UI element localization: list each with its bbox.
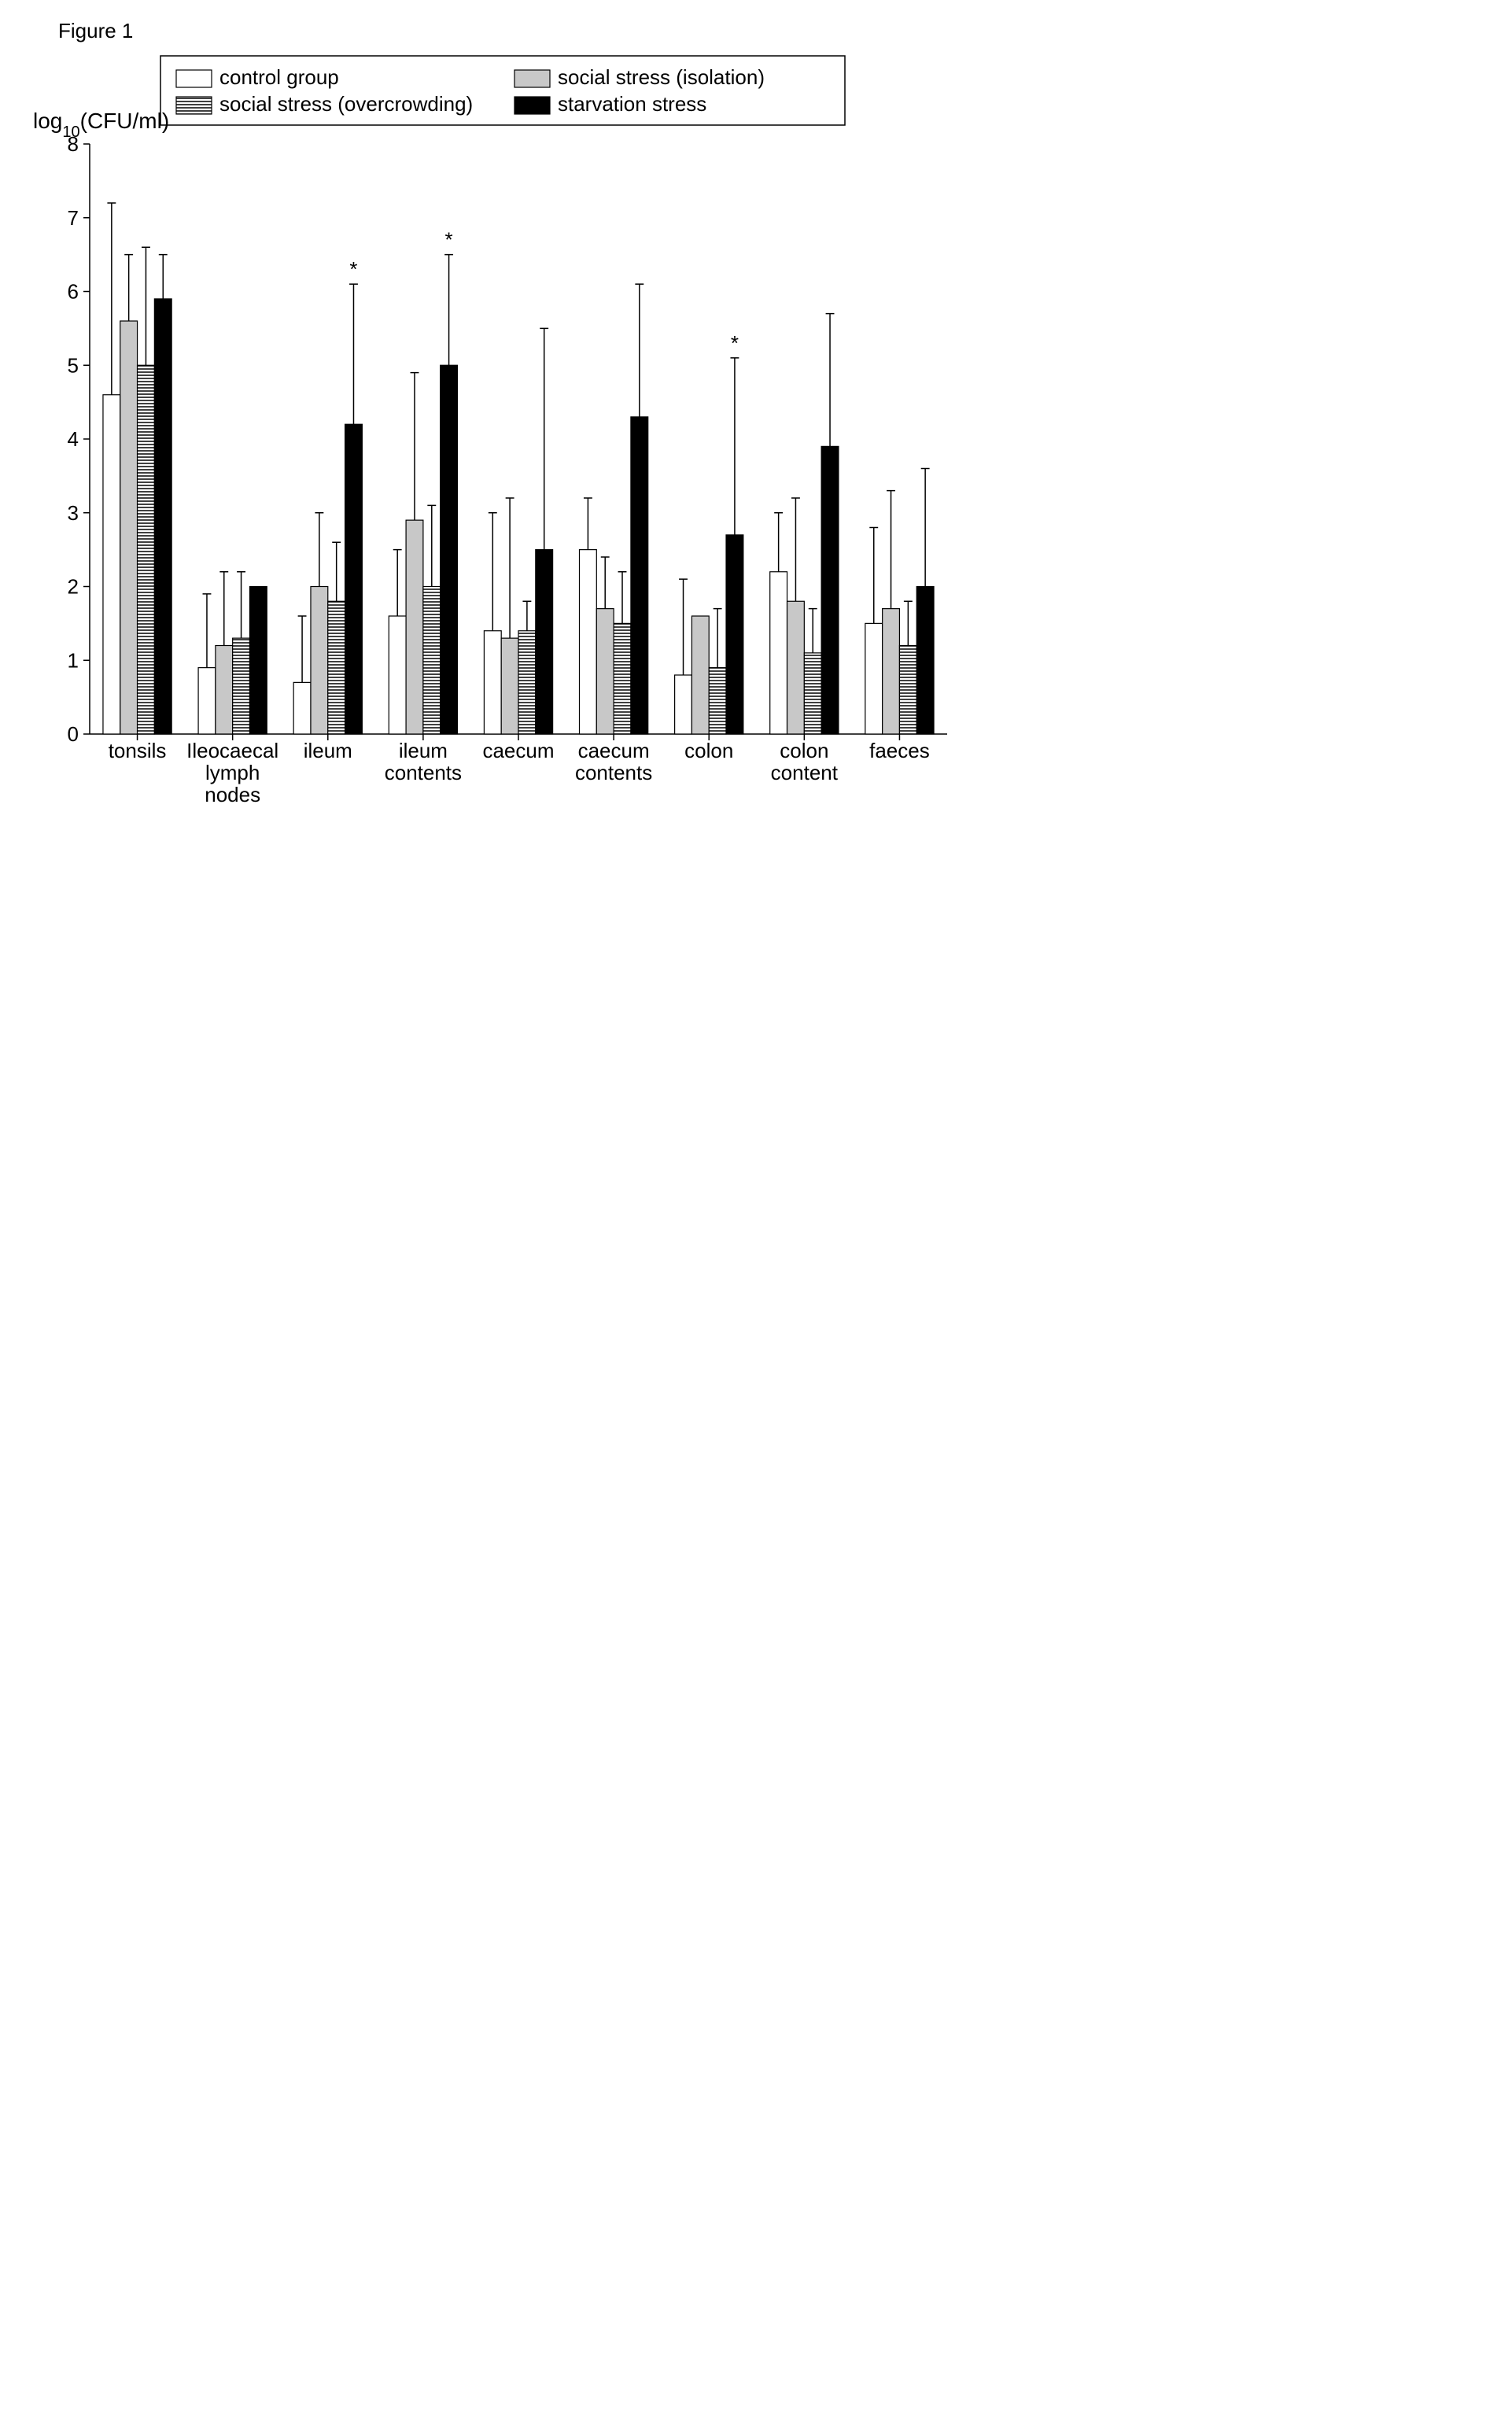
legend-label: starvation stress [558, 92, 706, 116]
category-label: content [771, 761, 839, 784]
y-tick-label: 3 [68, 501, 79, 525]
y-tick-label: 7 [68, 206, 79, 230]
category-label: contents [385, 761, 462, 784]
bar [120, 321, 138, 734]
bar [596, 609, 614, 734]
bar [787, 601, 805, 734]
category-label: colon [780, 739, 828, 762]
y-axis-label: log10(CFU/ml) [33, 109, 169, 141]
category-label: ileum [399, 739, 448, 762]
bar [580, 550, 597, 734]
bar [770, 572, 787, 734]
bar [709, 668, 726, 734]
significance-marker: * [349, 257, 357, 281]
category-label: colon [684, 739, 733, 762]
significance-marker: * [445, 228, 453, 252]
bar [501, 638, 518, 734]
bar [899, 646, 916, 735]
legend-swatch [514, 70, 550, 87]
bar [293, 682, 311, 734]
bar [916, 587, 934, 735]
bar [484, 631, 501, 734]
bar [103, 395, 120, 734]
category-label: ileum [304, 739, 352, 762]
figure-label: Figure 1 [58, 19, 1493, 43]
category-label: nodes [205, 783, 260, 806]
legend-swatch [176, 97, 212, 114]
category-label: caecum [482, 739, 554, 762]
bar [233, 638, 250, 734]
bar-chart: control group social stress (isolation) so… [19, 50, 963, 836]
bar [328, 601, 345, 734]
bar [518, 631, 536, 734]
bar [536, 550, 553, 734]
bar [691, 616, 709, 734]
bar [631, 417, 648, 734]
category-label: lymph [205, 761, 260, 784]
bar [423, 587, 441, 735]
category-label: contents [575, 761, 652, 784]
y-tick-label: 6 [68, 280, 79, 304]
y-tick-label: 5 [68, 353, 79, 377]
y-tick-label: 0 [68, 722, 79, 746]
bar [614, 623, 631, 734]
bar [389, 616, 406, 734]
category-label: faeces [869, 739, 930, 762]
bar [406, 520, 423, 734]
bar [883, 609, 900, 734]
bar [821, 446, 839, 734]
y-tick-label: 2 [68, 575, 79, 599]
y-tick-label: 1 [68, 648, 79, 672]
category-label: tonsils [109, 739, 167, 762]
legend-swatch [514, 97, 550, 114]
legend-swatch [176, 70, 212, 87]
bar [216, 646, 233, 735]
legend-label: control group [219, 65, 339, 89]
bar [311, 587, 328, 735]
bar [154, 299, 171, 734]
bar [441, 365, 458, 734]
category-label: caecum [578, 739, 650, 762]
bar [865, 623, 883, 734]
figure-container: Figure 1 control group social stress (iso… [19, 19, 1493, 836]
legend-label: social stress (overcrowding) [219, 92, 473, 116]
y-tick-label: 4 [68, 427, 79, 451]
bar [138, 365, 155, 734]
bar [726, 535, 743, 734]
bar [249, 587, 267, 735]
bar [198, 668, 216, 734]
bar [804, 653, 821, 734]
bar [675, 675, 692, 734]
significance-marker: * [731, 331, 739, 355]
bar [345, 424, 363, 734]
category-label: Ileocaecal [186, 739, 278, 762]
legend-label: social stress (isolation) [558, 65, 765, 89]
